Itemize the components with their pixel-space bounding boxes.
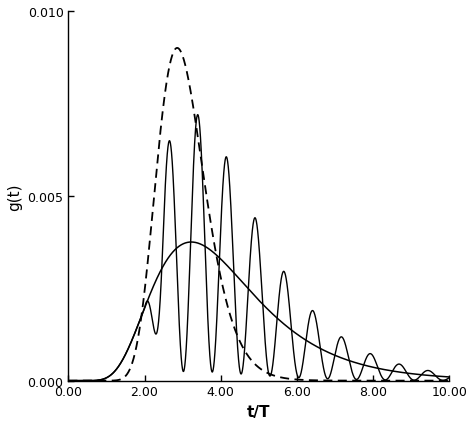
X-axis label: t/T: t/T	[247, 404, 271, 419]
Y-axis label: g(t): g(t)	[7, 183, 22, 210]
